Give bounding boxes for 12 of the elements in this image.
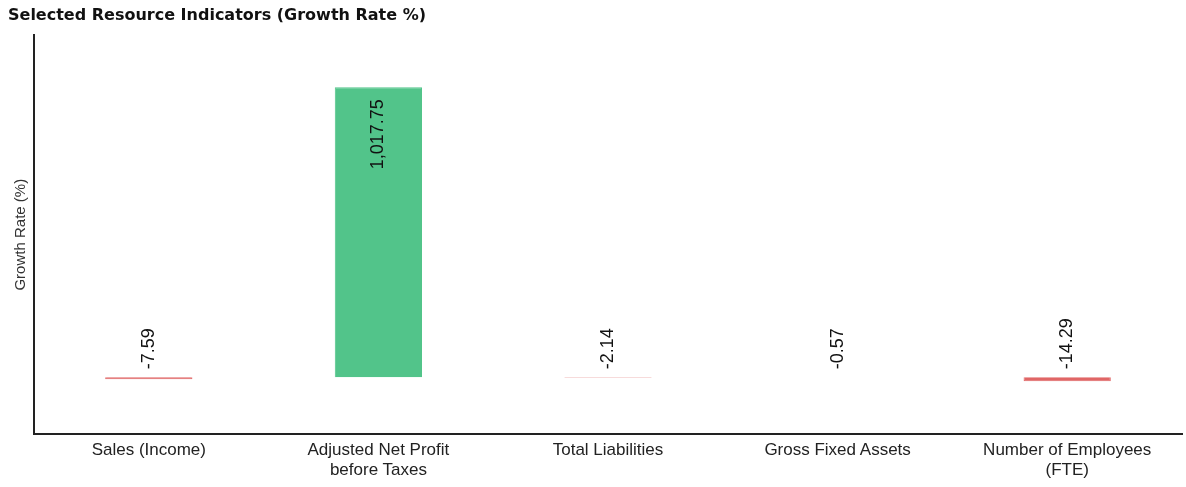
x-tick-label: Number of Employees (FTE) bbox=[983, 440, 1152, 480]
y-axis-title: Growth Rate (%) bbox=[11, 178, 29, 291]
x-tick-label: Adjusted Net Profit before Taxes bbox=[307, 440, 450, 480]
data-label: -14.29 bbox=[1056, 318, 1077, 370]
chart-title: Selected Resource Indicators (Growth Rate %) bbox=[8, 4, 427, 24]
x-tick-label: Sales (Income) bbox=[91, 440, 206, 460]
data-label: -0.57 bbox=[826, 328, 847, 370]
data-label: 1,017.75 bbox=[367, 99, 388, 170]
x-tick-label: Gross Fixed Assets bbox=[764, 440, 911, 460]
data-label: -2.14 bbox=[596, 328, 617, 370]
x-tick-label: Total Liabilities bbox=[552, 440, 664, 460]
data-label: -7.59 bbox=[137, 328, 158, 370]
